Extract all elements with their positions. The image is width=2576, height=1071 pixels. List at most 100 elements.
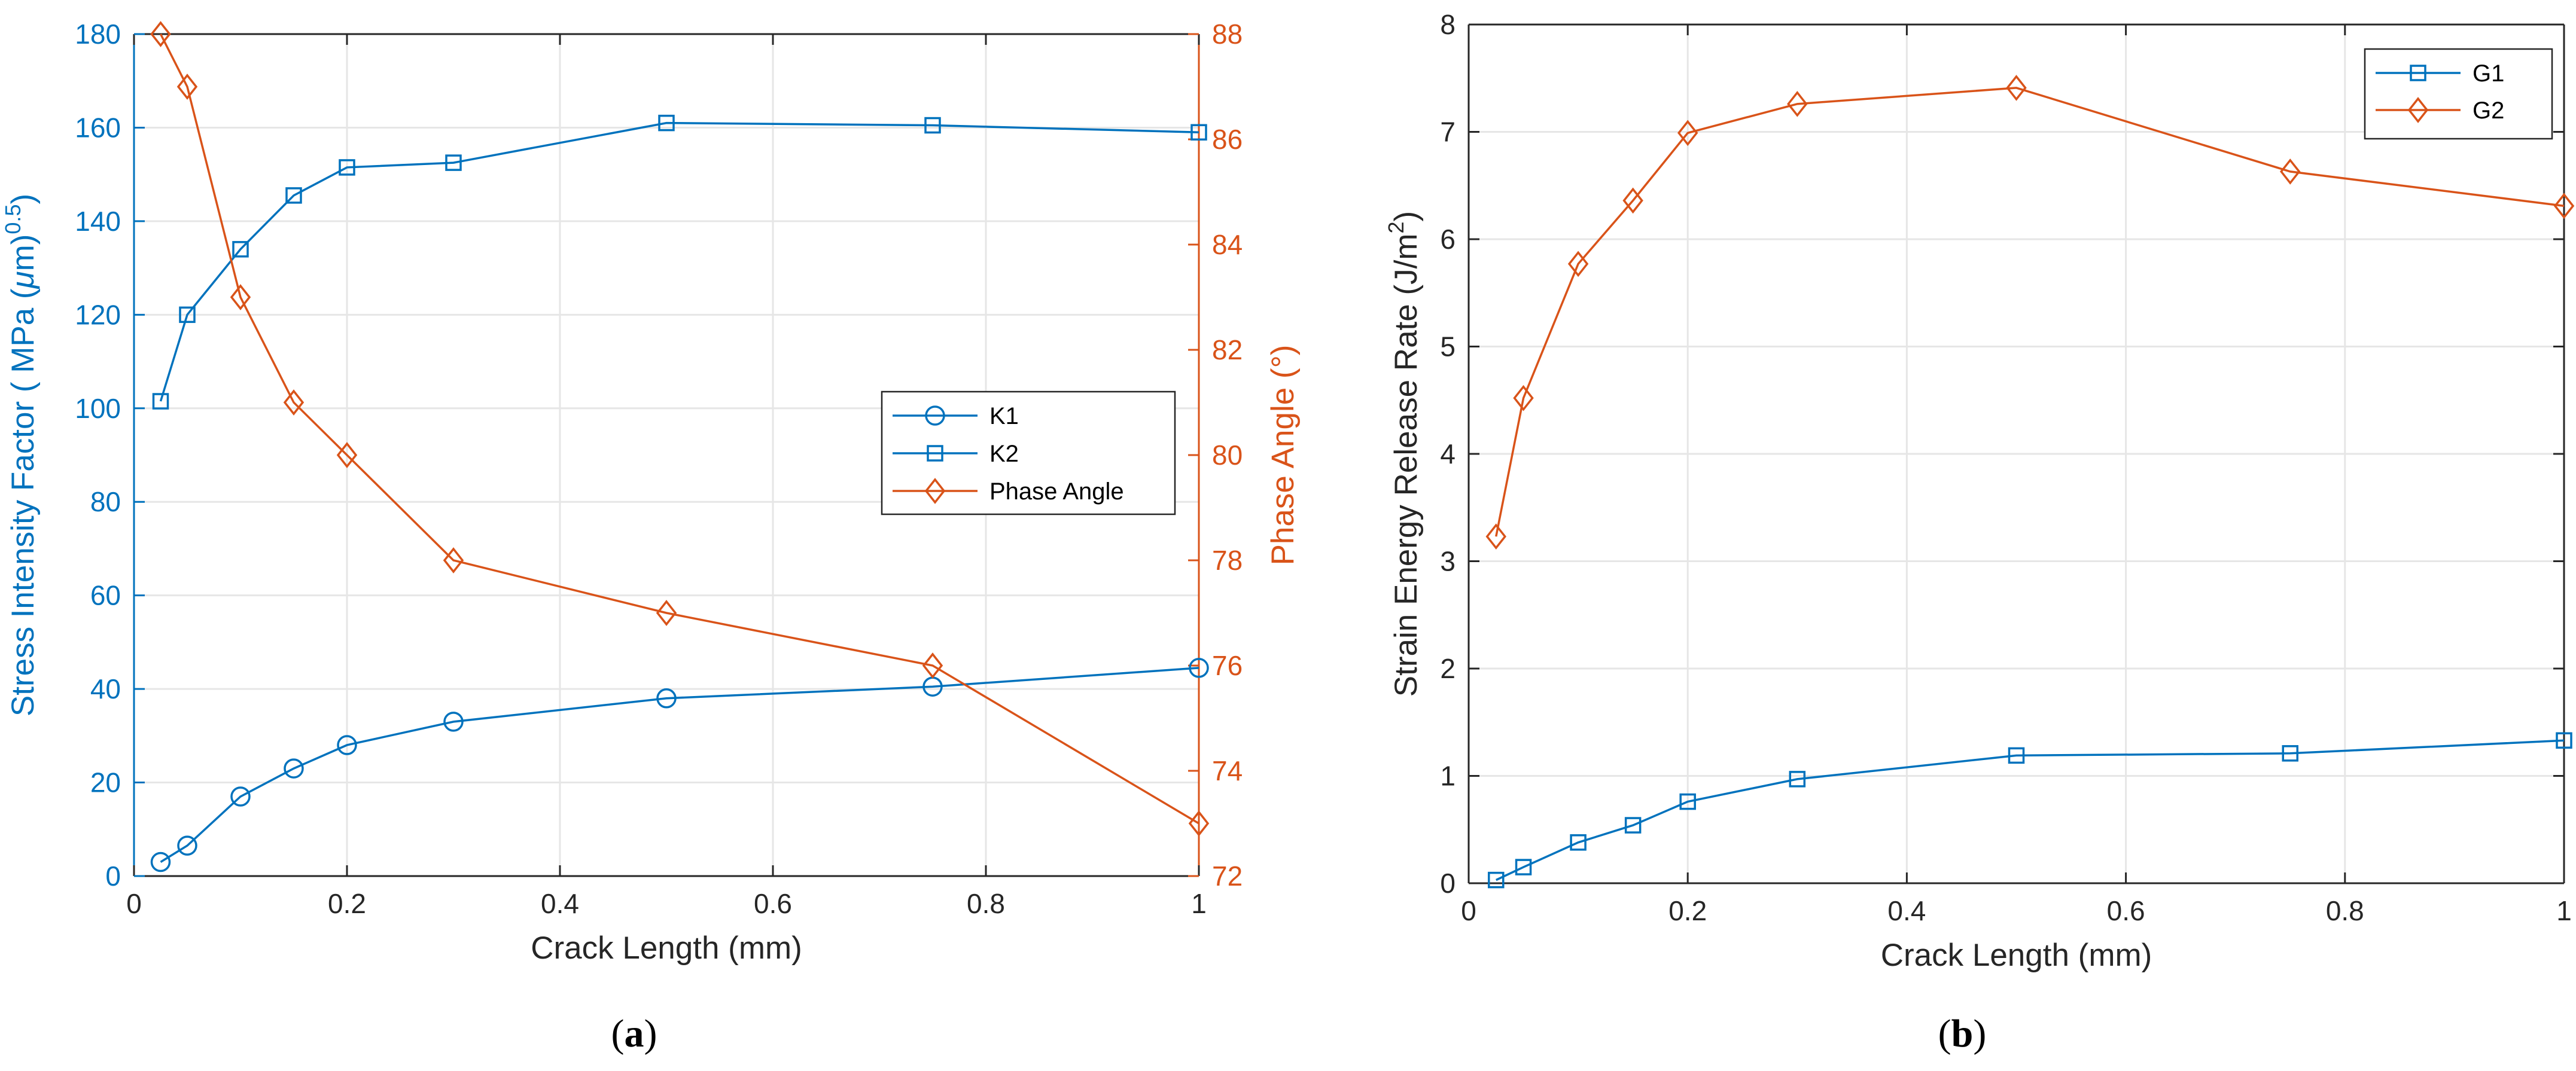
series-line <box>159 33 1199 825</box>
legend-label: Phase Angle <box>989 478 1124 505</box>
chart-panel-b: 0 0.2 0.4 0.6 0.8 1 0 1 2 3 4 5 6 7 8 Crack Length (mm)… <box>1384 9 2575 1055</box>
data-point <box>658 114 675 132</box>
legend-marker <box>2407 97 2429 123</box>
x-axis-label: Crack Length (mm) <box>1881 938 2152 973</box>
data-point <box>1567 251 1589 277</box>
data-point <box>1789 771 1806 788</box>
data-point <box>656 688 677 709</box>
data-point <box>443 547 464 573</box>
y-tick-label: 3 <box>1440 546 1456 577</box>
y-tick-label: 6 <box>1440 224 1456 255</box>
data-point <box>232 241 249 258</box>
y-tick-label: 5 <box>1440 331 1456 362</box>
data-point <box>150 852 171 872</box>
data-point <box>337 735 357 755</box>
y-tick-label: 4 <box>1440 438 1456 469</box>
data-point <box>1570 834 1587 851</box>
data-point <box>2553 193 2575 219</box>
x-tick-label: 0.4 <box>541 888 579 919</box>
y-tick-label-right: 84 <box>1212 229 1243 260</box>
y-axis-label: Stress Intensity Factor ( MPa (μm)0.5) <box>1 194 41 716</box>
legend-box <box>2364 48 2553 140</box>
legend-label: G2 <box>2473 97 2504 124</box>
y-tick-label-right: 80 <box>1212 440 1243 471</box>
legend-marker <box>2410 65 2426 81</box>
data-point <box>284 758 304 779</box>
data-point <box>230 284 251 310</box>
data-point <box>150 21 171 47</box>
data-point <box>283 389 305 416</box>
x-axis-label: Crack Length (mm) <box>531 930 802 966</box>
y-tick-label: 0 <box>1440 868 1456 899</box>
data-point <box>179 306 196 324</box>
data-point <box>1485 523 1507 550</box>
y-tick-label: 1 <box>1440 761 1456 792</box>
series-line <box>1495 87 2565 537</box>
data-point <box>2006 75 2027 101</box>
legend-label: G1 <box>2473 60 2504 87</box>
x-tick-label: 0.2 <box>328 888 366 919</box>
x-tick-label: 0.8 <box>2326 895 2364 926</box>
data-point <box>443 712 464 732</box>
legend-marker <box>927 445 943 462</box>
y-tick-label: 0 <box>105 861 121 892</box>
grid <box>134 34 1199 876</box>
legend-marker <box>925 405 945 426</box>
data-point <box>176 74 198 100</box>
y-tick-label: 100 <box>75 393 121 424</box>
data-point <box>1679 793 1696 810</box>
data-point <box>230 786 251 807</box>
data-point <box>336 442 358 468</box>
data-point <box>2282 745 2298 762</box>
series-phase-angle <box>150 21 1210 837</box>
y-axis-label: Strain Energy Release Rate (J/m2) <box>1384 211 1424 697</box>
x-tick-label: 0 <box>1461 895 1476 926</box>
data-point <box>1190 124 1207 141</box>
data-point <box>922 652 943 679</box>
data-point <box>1622 187 1643 214</box>
data-point <box>656 600 677 626</box>
data-point <box>339 159 355 176</box>
y-tick-label: 8 <box>1440 9 1456 40</box>
legend-label: K2 <box>989 441 1019 467</box>
x-tick-label: 0.6 <box>754 888 792 919</box>
x-tick-label: 1 <box>1191 888 1207 919</box>
x-tick-label: 0.6 <box>2107 895 2145 926</box>
data-point <box>1488 871 1505 889</box>
y-tick-label: 60 <box>90 580 121 611</box>
legend-label: K1 <box>989 403 1019 429</box>
y-tick-label-right: 74 <box>1212 755 1243 786</box>
y-tick-label: 7 <box>1440 117 1456 148</box>
y-tick-label-right: 76 <box>1212 650 1243 681</box>
legend-marker <box>924 478 946 504</box>
data-point <box>1188 810 1210 837</box>
y-tick-label: 120 <box>75 299 121 330</box>
data-point <box>924 117 941 134</box>
y-tick-label: 2 <box>1440 653 1456 684</box>
x-tick-label: 0.2 <box>1668 895 1707 926</box>
y-tick-label-right: 82 <box>1212 334 1243 365</box>
data-point <box>445 154 462 171</box>
series-g2 <box>1485 75 2575 550</box>
data-point <box>1513 385 1534 411</box>
series-line <box>159 121 1199 402</box>
y-tick-label-right: 88 <box>1212 19 1243 50</box>
data-point <box>285 187 302 204</box>
data-point <box>177 835 197 856</box>
y-tick-label-right: 72 <box>1212 861 1243 892</box>
x-tick-label: 1 <box>2556 895 2572 926</box>
data-point <box>2280 158 2301 185</box>
chart-panel-a: 0 0.2 0.4 0.6 0.8 1 0 20 40 60 80 100 120 140 160 180 72… <box>1 19 1301 1055</box>
data-point <box>1787 91 1808 117</box>
x-tick-label: 0.4 <box>1887 895 1926 926</box>
y-tick-label-right: 86 <box>1212 124 1243 155</box>
data-point <box>2008 747 2025 764</box>
data-point <box>1515 859 1532 875</box>
y-tick-label-right: 78 <box>1212 545 1243 576</box>
legend: K1 K2 Phase Angle <box>881 390 1176 515</box>
y-tick-label: 80 <box>90 486 121 517</box>
series-k2 <box>152 114 1207 410</box>
panel-caption: (b) <box>1938 1012 1987 1055</box>
